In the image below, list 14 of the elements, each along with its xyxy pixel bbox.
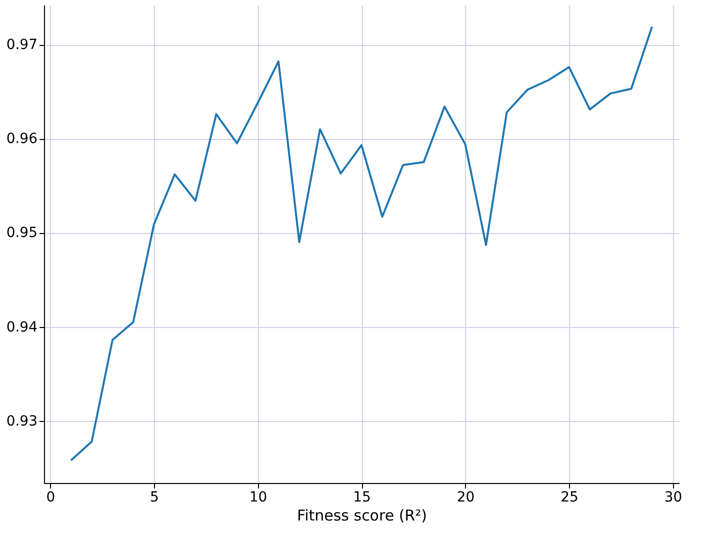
x-tick-label: 25 bbox=[560, 490, 578, 506]
y-tick-label: 0.96 bbox=[6, 131, 38, 148]
x-tick-label: 15 bbox=[353, 490, 371, 506]
x-tick-label: 0 bbox=[46, 490, 56, 506]
x-tick-label: 20 bbox=[456, 490, 475, 506]
x-tick-label: 30 bbox=[664, 490, 682, 506]
x-tick-label: 10 bbox=[249, 490, 268, 506]
y-tick-label: 0.97 bbox=[6, 37, 38, 54]
x-axis-title: Fitness score (R²) bbox=[297, 506, 427, 524]
y-tick-label: 0.94 bbox=[6, 319, 38, 336]
x-tick-label: 5 bbox=[150, 490, 159, 506]
y-tick-label: 0.95 bbox=[6, 225, 38, 242]
y-tick-label: 0.93 bbox=[6, 413, 38, 430]
line-series bbox=[70, 26, 654, 462]
